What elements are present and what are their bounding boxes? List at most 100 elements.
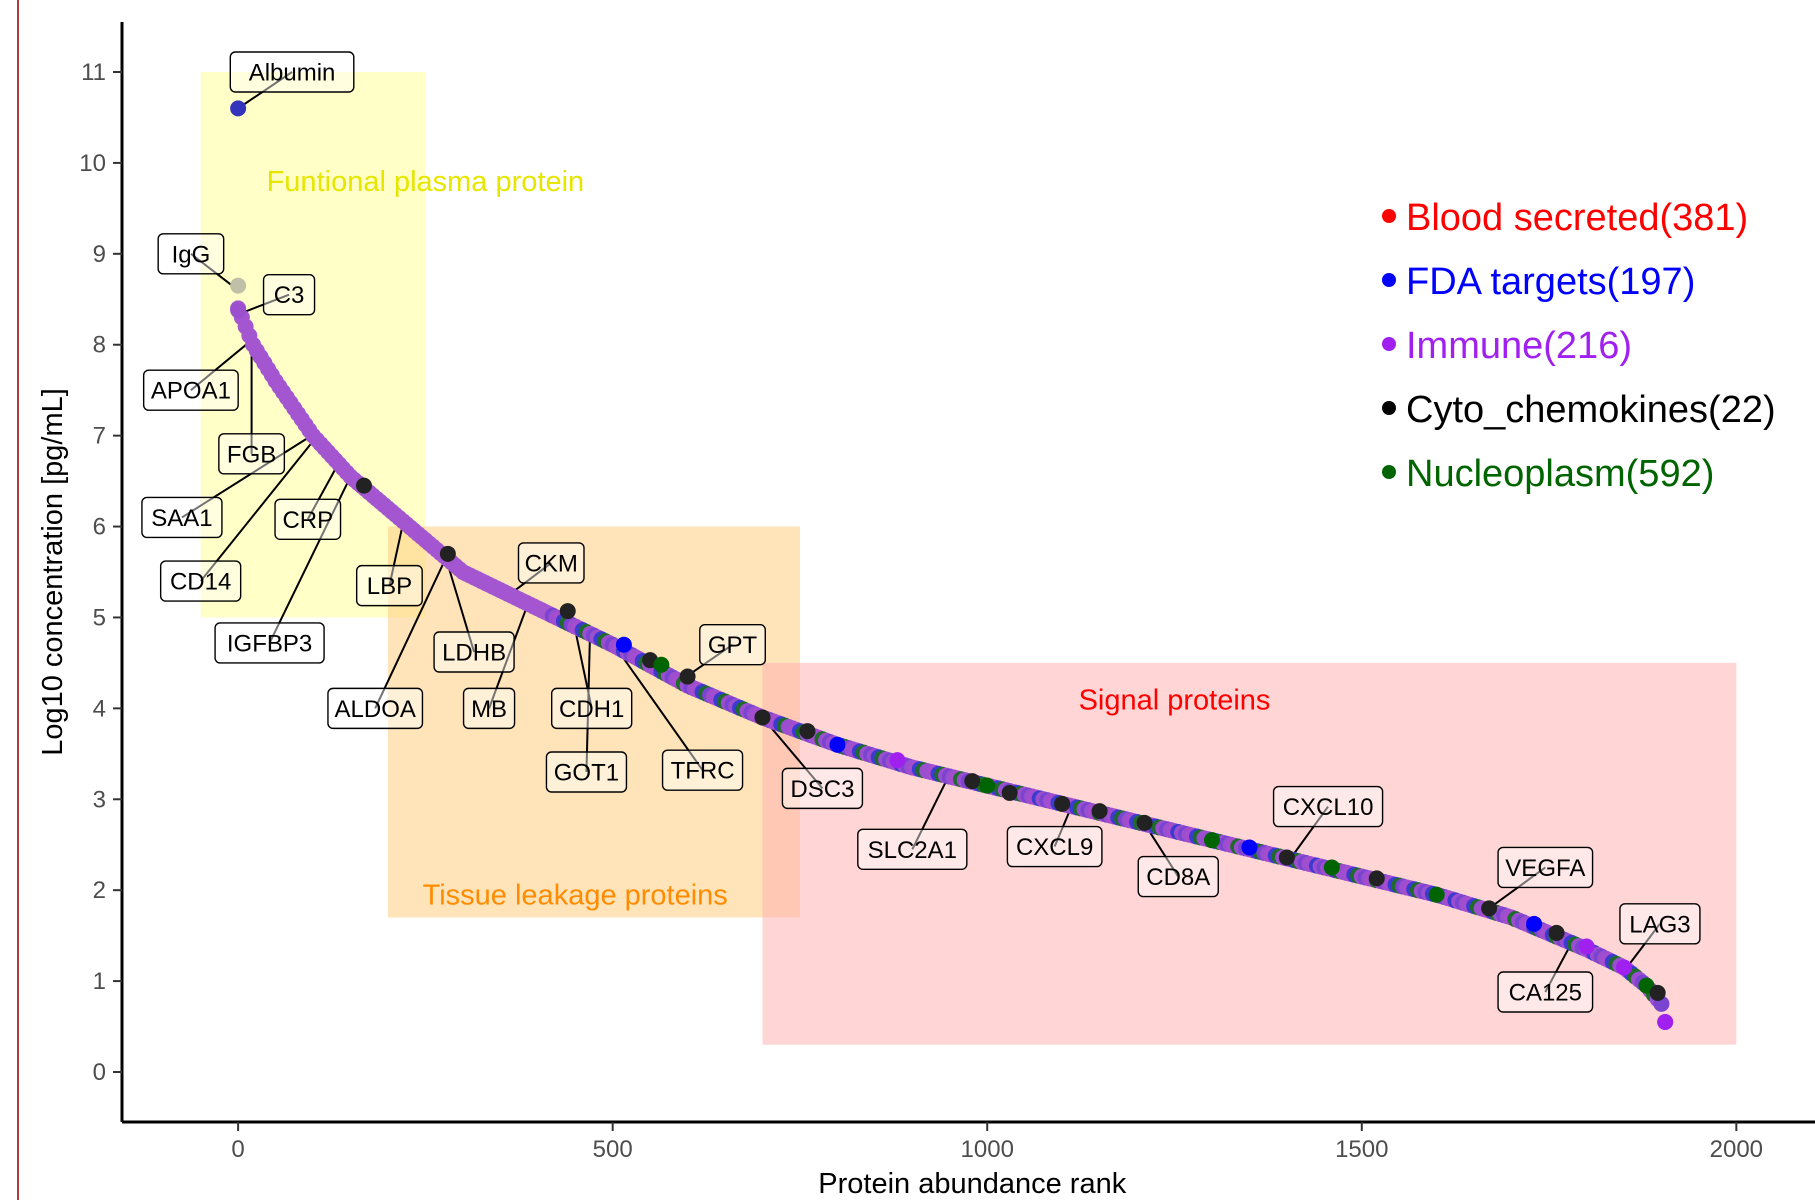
shaded-regions (200, 72, 1737, 1045)
x-tick-label-2000: 2000 (1710, 1136, 1763, 1163)
label-box-got1 (545, 751, 628, 793)
y-tick-label-11: 11 (81, 59, 106, 86)
highlight-point-22 (1278, 849, 1295, 866)
label-box-slc2a1 (857, 828, 968, 870)
x-axis-title: Protein abundance rank (818, 1168, 1126, 1200)
label-text-albumin: Albumin (249, 60, 336, 87)
x-tick-label-1000: 1000 (961, 1136, 1014, 1163)
label-text-igfbp3: IGFBP3 (227, 630, 312, 657)
y-tick-label-10: 10 (79, 150, 106, 177)
label-text-got1: GOT1 (554, 760, 619, 787)
y-tick-label-6: 6 (93, 514, 106, 541)
highlight-point-21 (1241, 839, 1258, 856)
connector-cd14 (199, 437, 317, 582)
highlight-point-10 (754, 709, 771, 726)
label-text-gpt: GPT (708, 632, 758, 659)
label-text-mb: MB (471, 696, 507, 723)
highlight-point-6 (615, 636, 632, 653)
connector-got1 (585, 626, 592, 773)
legend-label-1: FDA targets(197) (1406, 261, 1695, 303)
connector-tfrc (611, 642, 704, 771)
label-text-saa1: SAA1 (151, 505, 212, 532)
connector-lbp (388, 523, 404, 586)
legend-label-0: Blood secreted(381) (1406, 197, 1748, 239)
y-tick-label-9: 9 (93, 241, 106, 268)
connector-aldoa (374, 553, 449, 709)
label-box-fgb (218, 433, 286, 475)
label-text-cd14: CD14 (170, 569, 231, 596)
highlight-point-11 (799, 723, 816, 740)
connector-albumin (237, 71, 293, 110)
label-box-lag3 (1619, 903, 1701, 945)
highlight-point-33 (1657, 1014, 1674, 1030)
label-box-albumin (229, 51, 355, 93)
axes (120, 22, 1815, 1124)
y-tick-label-1: 1 (93, 968, 106, 995)
label-text-dsc3: DSC3 (790, 776, 854, 803)
highlight-point-26 (1481, 900, 1498, 917)
highlight-point-29 (1578, 938, 1595, 955)
highlight-point-23 (1323, 859, 1340, 876)
connector-cxcl10 (1289, 805, 1329, 859)
connector-slc2a1 (911, 773, 951, 850)
x-tick-label-0: 0 (231, 1136, 244, 1163)
highlight-point-0 (230, 100, 247, 117)
highlight-point-20 (1203, 832, 1220, 849)
data-points (230, 100, 1674, 1030)
label-box-cdh1 (550, 687, 633, 730)
label-text-ca125: CA125 (1509, 980, 1582, 1007)
label-text-cxcl10: CXCL10 (1283, 794, 1374, 821)
highlight-point-16 (1001, 784, 1018, 801)
label-text-vegfa: VEGFA (1505, 855, 1585, 882)
label-box-cxcl9 (1006, 825, 1103, 868)
label-box-dsc3 (781, 767, 864, 810)
y-tick-label-7: 7 (93, 423, 106, 450)
legend-label-3: Cyto_chemokines(22) (1406, 389, 1776, 431)
label-text-c3: C3 (274, 282, 305, 309)
region-labels: Funtional plasma protein Tissue leakage p… (267, 166, 1271, 912)
highlight-point-5 (559, 603, 576, 620)
label-text-fgb: FGB (227, 441, 276, 468)
label-box-tfrc (661, 749, 744, 791)
highlight-point-4 (439, 545, 456, 562)
highlight-point-24 (1368, 870, 1385, 887)
legend: Blood secreted(381) FDA targets(197) Immun… (1382, 197, 1776, 495)
label-text-lbp: LBP (367, 573, 412, 600)
label-box-c3 (262, 274, 316, 316)
label-text-slc2a1: SLC2A1 (868, 837, 957, 864)
legend-dot-4 (1382, 465, 1396, 479)
legend-dot-2 (1382, 337, 1396, 351)
highlight-point-17 (1054, 795, 1071, 812)
label-text-cd8a: CD8A (1146, 864, 1210, 891)
highlight-point-28 (1548, 924, 1565, 941)
label-box-ca125 (1497, 971, 1594, 1013)
region-label-1: Tissue leakage proteins (423, 880, 728, 912)
label-text-tfrc: TFRC (671, 758, 735, 785)
label-box-gpt (699, 624, 766, 666)
highlight-point-14 (964, 773, 981, 790)
highlight-point-19 (1136, 814, 1153, 831)
label-text-apoa1: APOA1 (151, 378, 231, 405)
label-box-ldhb (433, 631, 515, 673)
protein-labels: Albumin IgG C3 APOA1 FGB SAA1 CD14 CRP IGFBP3 LBP… (141, 51, 1701, 1013)
y-tick-label-0: 0 (93, 1059, 106, 1086)
region-label-2: Signal proteins (1079, 684, 1271, 716)
highlight-point-15 (979, 777, 996, 794)
x-tick-label-1500: 1500 (1335, 1136, 1388, 1163)
label-text-crp: CRP (282, 507, 333, 534)
label-text-cxcl9: CXCL9 (1016, 834, 1093, 861)
highlight-point-13 (889, 752, 906, 769)
label-box-cd14 (159, 560, 242, 602)
label-box-aldoa (327, 687, 424, 730)
highlight-point-2 (230, 302, 247, 319)
label-text-lag3: LAG3 (1629, 911, 1690, 938)
y-tick-label-4: 4 (93, 695, 106, 722)
legend-label-4: Nucleoplasm(592) (1406, 453, 1714, 495)
y-tick-label-5: 5 (93, 604, 106, 631)
legend-dot-3 (1382, 401, 1396, 415)
connector-c3 (241, 293, 290, 314)
legend-label-2: Immune(216) (1406, 325, 1632, 367)
y-tick-label-2: 2 (93, 877, 106, 904)
highlight-point-32 (1649, 984, 1666, 1001)
